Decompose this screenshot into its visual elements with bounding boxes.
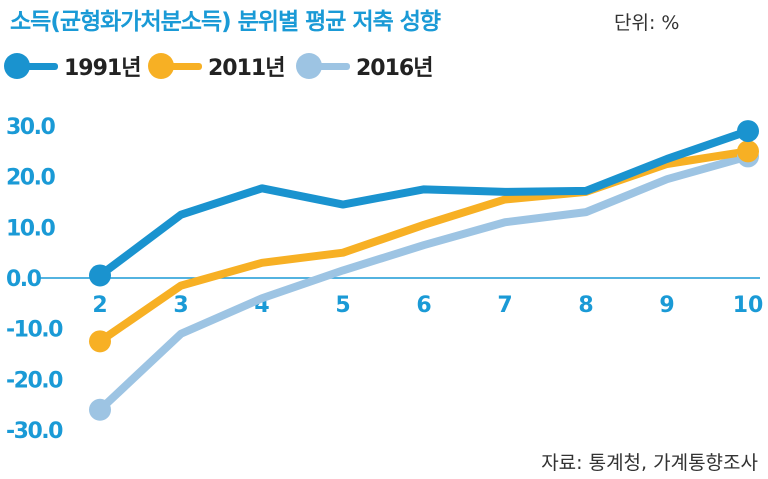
legend-item-2016: 2016년 (296, 48, 433, 84)
legend-swatch-2011 (148, 51, 202, 81)
x-tick-label: 10 (733, 293, 764, 318)
source-note: 자료: 통계청, 가계통향조사 (541, 452, 758, 474)
x-tick-label: 7 (497, 293, 512, 318)
legend-label-2011: 2011년 (208, 56, 285, 81)
series-endpoint-marker (89, 398, 111, 421)
x-tick-label: 6 (416, 293, 431, 318)
legend-item-2011: 2011년 (148, 48, 285, 84)
legend-label-2016: 2016년 (356, 56, 433, 81)
x-tick-label: 2 (92, 293, 107, 318)
series-endpoint-marker (89, 264, 111, 287)
y-tick-label: 30.0 (6, 115, 55, 140)
y-tick-label: 0.0 (6, 267, 42, 292)
x-tick-label: 5 (335, 293, 350, 318)
y-tick-label: -30.0 (6, 419, 63, 444)
y-tick-label: 10.0 (6, 216, 55, 241)
legend-swatch-2016 (296, 51, 350, 81)
y-tick-label: 20.0 (6, 166, 55, 191)
x-tick-label: 9 (659, 293, 674, 318)
y-tick-label: -20.0 (6, 368, 63, 393)
legend-label-1991: 1991년 (64, 56, 141, 81)
x-tick-label: 3 (173, 293, 188, 318)
legend-swatch-1991 (4, 51, 58, 81)
x-tick-label: 8 (578, 293, 593, 318)
series-endpoint-marker (737, 120, 759, 143)
series-line (96, 127, 752, 280)
y-tick-label: -10.0 (6, 318, 63, 343)
legend-item-1991: 1991년 (4, 48, 141, 84)
series-line (96, 152, 752, 414)
legend: 1991년 2011년 2016년 (0, 48, 768, 84)
unit-label: 단위: % (614, 12, 680, 34)
series-endpoint-marker (737, 140, 759, 163)
chart-title: 소득(균형화가처분소득) 분위별 평균 저축 성향 (10, 9, 441, 35)
series-endpoint-marker (89, 330, 111, 353)
